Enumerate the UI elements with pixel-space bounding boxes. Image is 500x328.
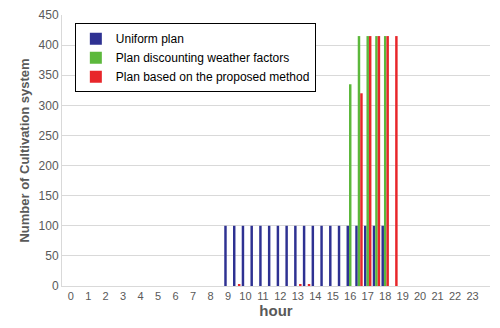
svg-text:9: 9 <box>225 290 231 302</box>
svg-text:300: 300 <box>39 99 59 113</box>
svg-text:23: 23 <box>466 290 478 302</box>
svg-text:15: 15 <box>327 290 339 302</box>
svg-text:10: 10 <box>239 290 251 302</box>
svg-text:16: 16 <box>344 290 356 302</box>
svg-text:450: 450 <box>39 8 59 22</box>
svg-text:Plan based on the proposed met: Plan based on the proposed method <box>116 70 309 84</box>
svg-text:0: 0 <box>52 279 59 293</box>
svg-text:50: 50 <box>45 249 59 263</box>
svg-text:5: 5 <box>155 290 161 302</box>
svg-text:100: 100 <box>39 219 59 233</box>
svg-text:350: 350 <box>39 68 59 82</box>
svg-text:Number of Cultivation system: Number of Cultivation system <box>17 58 32 242</box>
svg-text:3: 3 <box>120 290 126 302</box>
svg-text:2: 2 <box>103 290 109 302</box>
svg-text:7: 7 <box>190 290 196 302</box>
svg-text:Uniform plan: Uniform plan <box>116 32 184 46</box>
svg-text:200: 200 <box>39 159 59 173</box>
svg-text:19: 19 <box>397 290 409 302</box>
svg-text:14: 14 <box>309 290 321 302</box>
svg-text:1: 1 <box>85 290 91 302</box>
svg-text:150: 150 <box>39 189 59 203</box>
svg-text:hour: hour <box>259 302 292 319</box>
svg-text:12: 12 <box>274 290 286 302</box>
svg-text:400: 400 <box>39 38 59 52</box>
svg-text:18: 18 <box>379 290 391 302</box>
svg-text:22: 22 <box>449 290 461 302</box>
svg-text:13: 13 <box>292 290 304 302</box>
svg-text:0: 0 <box>68 290 74 302</box>
svg-text:21: 21 <box>431 290 443 302</box>
svg-text:20: 20 <box>414 290 426 302</box>
svg-text:8: 8 <box>207 290 213 302</box>
svg-text:Plan discounting weather facto: Plan discounting weather factors <box>116 51 289 65</box>
svg-text:6: 6 <box>172 290 178 302</box>
svg-text:250: 250 <box>39 129 59 143</box>
svg-text:17: 17 <box>362 290 374 302</box>
svg-text:11: 11 <box>257 290 268 302</box>
svg-text:4: 4 <box>138 290 144 302</box>
